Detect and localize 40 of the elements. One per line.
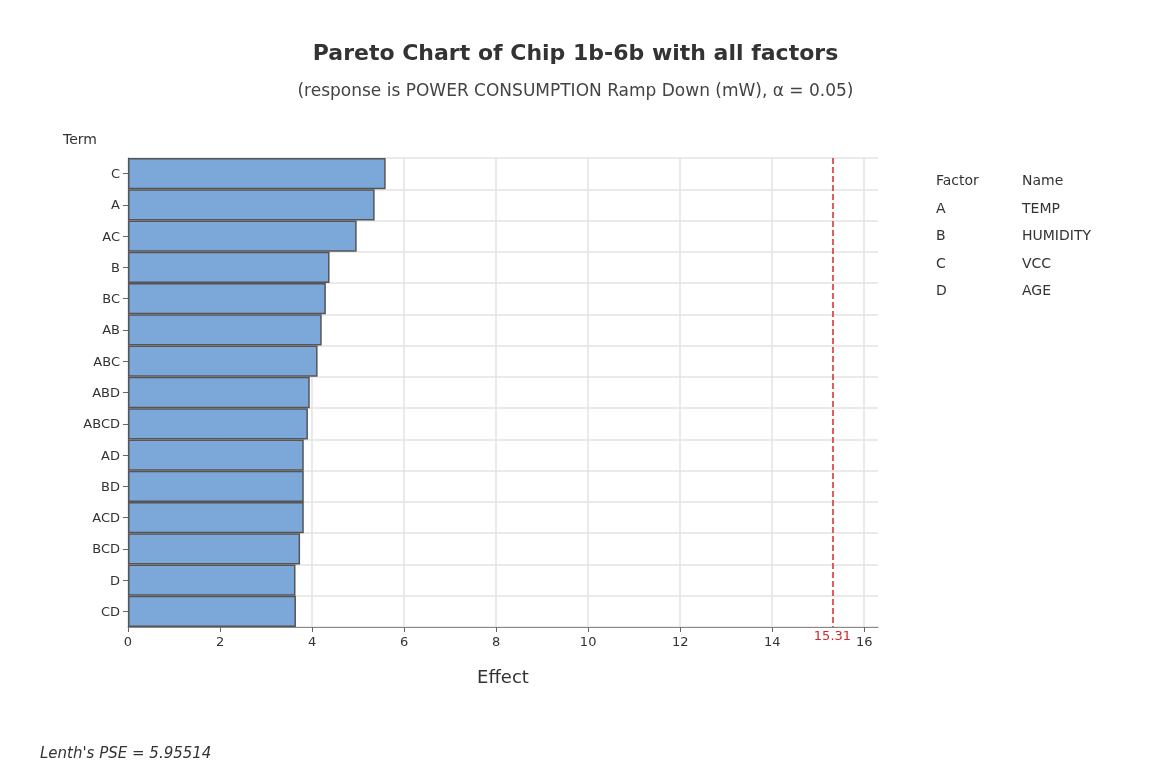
x-tick-label: 8 xyxy=(491,634,501,649)
y-tick-label: CD xyxy=(100,603,120,619)
text: D xyxy=(936,282,947,298)
text: A xyxy=(936,199,946,216)
y-tick-label: BC xyxy=(102,291,120,307)
y-tick-label: ABD xyxy=(92,385,120,400)
y-tick-label: D xyxy=(109,572,120,588)
x-tick-label: 16 xyxy=(855,634,873,649)
chart-title: Pareto Chart of Chip 1b-6b with all factors xyxy=(312,39,839,65)
y-tick-label: BD xyxy=(101,478,120,494)
chart-subtitle: (response is POWER CONSUMPTION Ramp Down (mW), α = 0.05) xyxy=(297,79,854,100)
y-tick-label: ABCD xyxy=(83,416,120,432)
text: TEMP xyxy=(1021,199,1060,216)
x-tick-label: 14 xyxy=(763,634,781,649)
text: Factor xyxy=(936,172,980,188)
y-tick-label: C xyxy=(110,166,120,182)
text: Name xyxy=(1022,172,1064,188)
text: Lenth's PSE = 5.95514 xyxy=(40,743,212,762)
y-tick-label: AB xyxy=(102,322,120,338)
text: HUMIDITY xyxy=(1022,227,1092,243)
x-tick-label: 10 xyxy=(579,634,597,649)
text: AGE xyxy=(1022,282,1052,298)
y-tick-label: B xyxy=(111,259,120,275)
y-tick-label: BCD xyxy=(92,541,120,557)
text: B xyxy=(936,227,946,243)
x-tick-label: 2 xyxy=(215,634,225,649)
y-tick-label: ABC xyxy=(93,353,120,369)
x-tick-label: 0 xyxy=(123,634,133,649)
y-axis-title: Term xyxy=(62,131,97,147)
y-tick-label: AD xyxy=(101,447,120,463)
x-tick-label: 12 xyxy=(671,634,689,649)
x-axis-title: Effect xyxy=(477,665,529,687)
x-tick-label: 4 xyxy=(307,634,317,649)
y-tick-label: ACD xyxy=(92,510,120,526)
text: C xyxy=(936,254,946,271)
x-tick-label: 6 xyxy=(399,634,409,649)
y-tick-label: A xyxy=(111,197,121,213)
y-tick-label: AC xyxy=(102,228,120,244)
ref-line-label: 15.31 xyxy=(813,628,852,643)
text: VCC xyxy=(1022,254,1052,271)
